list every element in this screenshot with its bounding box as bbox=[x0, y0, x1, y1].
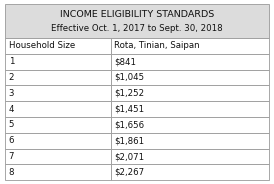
Bar bbox=[5, 70, 111, 85]
Text: 8: 8 bbox=[9, 168, 14, 177]
Bar bbox=[5, 164, 111, 180]
Text: $2,071: $2,071 bbox=[114, 152, 144, 161]
Text: $1,656: $1,656 bbox=[114, 120, 144, 129]
Text: 4: 4 bbox=[9, 105, 14, 114]
Bar bbox=[5, 149, 111, 164]
Text: Household Size: Household Size bbox=[9, 41, 75, 50]
Text: INCOME ELIGIBILITY STANDARDS: INCOME ELIGIBILITY STANDARDS bbox=[60, 10, 214, 19]
Bar bbox=[5, 54, 111, 70]
Text: $2,267: $2,267 bbox=[114, 168, 144, 177]
Bar bbox=[111, 38, 269, 54]
Bar bbox=[111, 117, 269, 133]
Text: 6: 6 bbox=[9, 136, 14, 145]
Text: $1,451: $1,451 bbox=[114, 105, 144, 114]
Text: $1,045: $1,045 bbox=[114, 73, 144, 82]
Bar bbox=[5, 4, 269, 38]
Text: Effective Oct. 1, 2017 to Sept. 30, 2018: Effective Oct. 1, 2017 to Sept. 30, 2018 bbox=[51, 24, 223, 33]
Text: $1,252: $1,252 bbox=[114, 89, 144, 98]
Text: 2: 2 bbox=[9, 73, 14, 82]
Text: $1,861: $1,861 bbox=[114, 136, 144, 145]
Bar bbox=[111, 101, 269, 117]
Bar bbox=[111, 164, 269, 180]
Text: Rota, Tinian, Saipan: Rota, Tinian, Saipan bbox=[114, 41, 199, 50]
Bar bbox=[5, 117, 111, 133]
Bar bbox=[5, 101, 111, 117]
Bar bbox=[111, 149, 269, 164]
Bar bbox=[111, 70, 269, 85]
Bar bbox=[5, 85, 111, 101]
Text: 1: 1 bbox=[9, 57, 14, 66]
Text: 7: 7 bbox=[9, 152, 14, 161]
Bar bbox=[111, 85, 269, 101]
Bar bbox=[5, 38, 111, 54]
Text: 5: 5 bbox=[9, 120, 14, 129]
Text: $841: $841 bbox=[114, 57, 136, 66]
Bar bbox=[5, 133, 111, 149]
Bar bbox=[111, 54, 269, 70]
Bar bbox=[111, 133, 269, 149]
Text: 3: 3 bbox=[9, 89, 14, 98]
